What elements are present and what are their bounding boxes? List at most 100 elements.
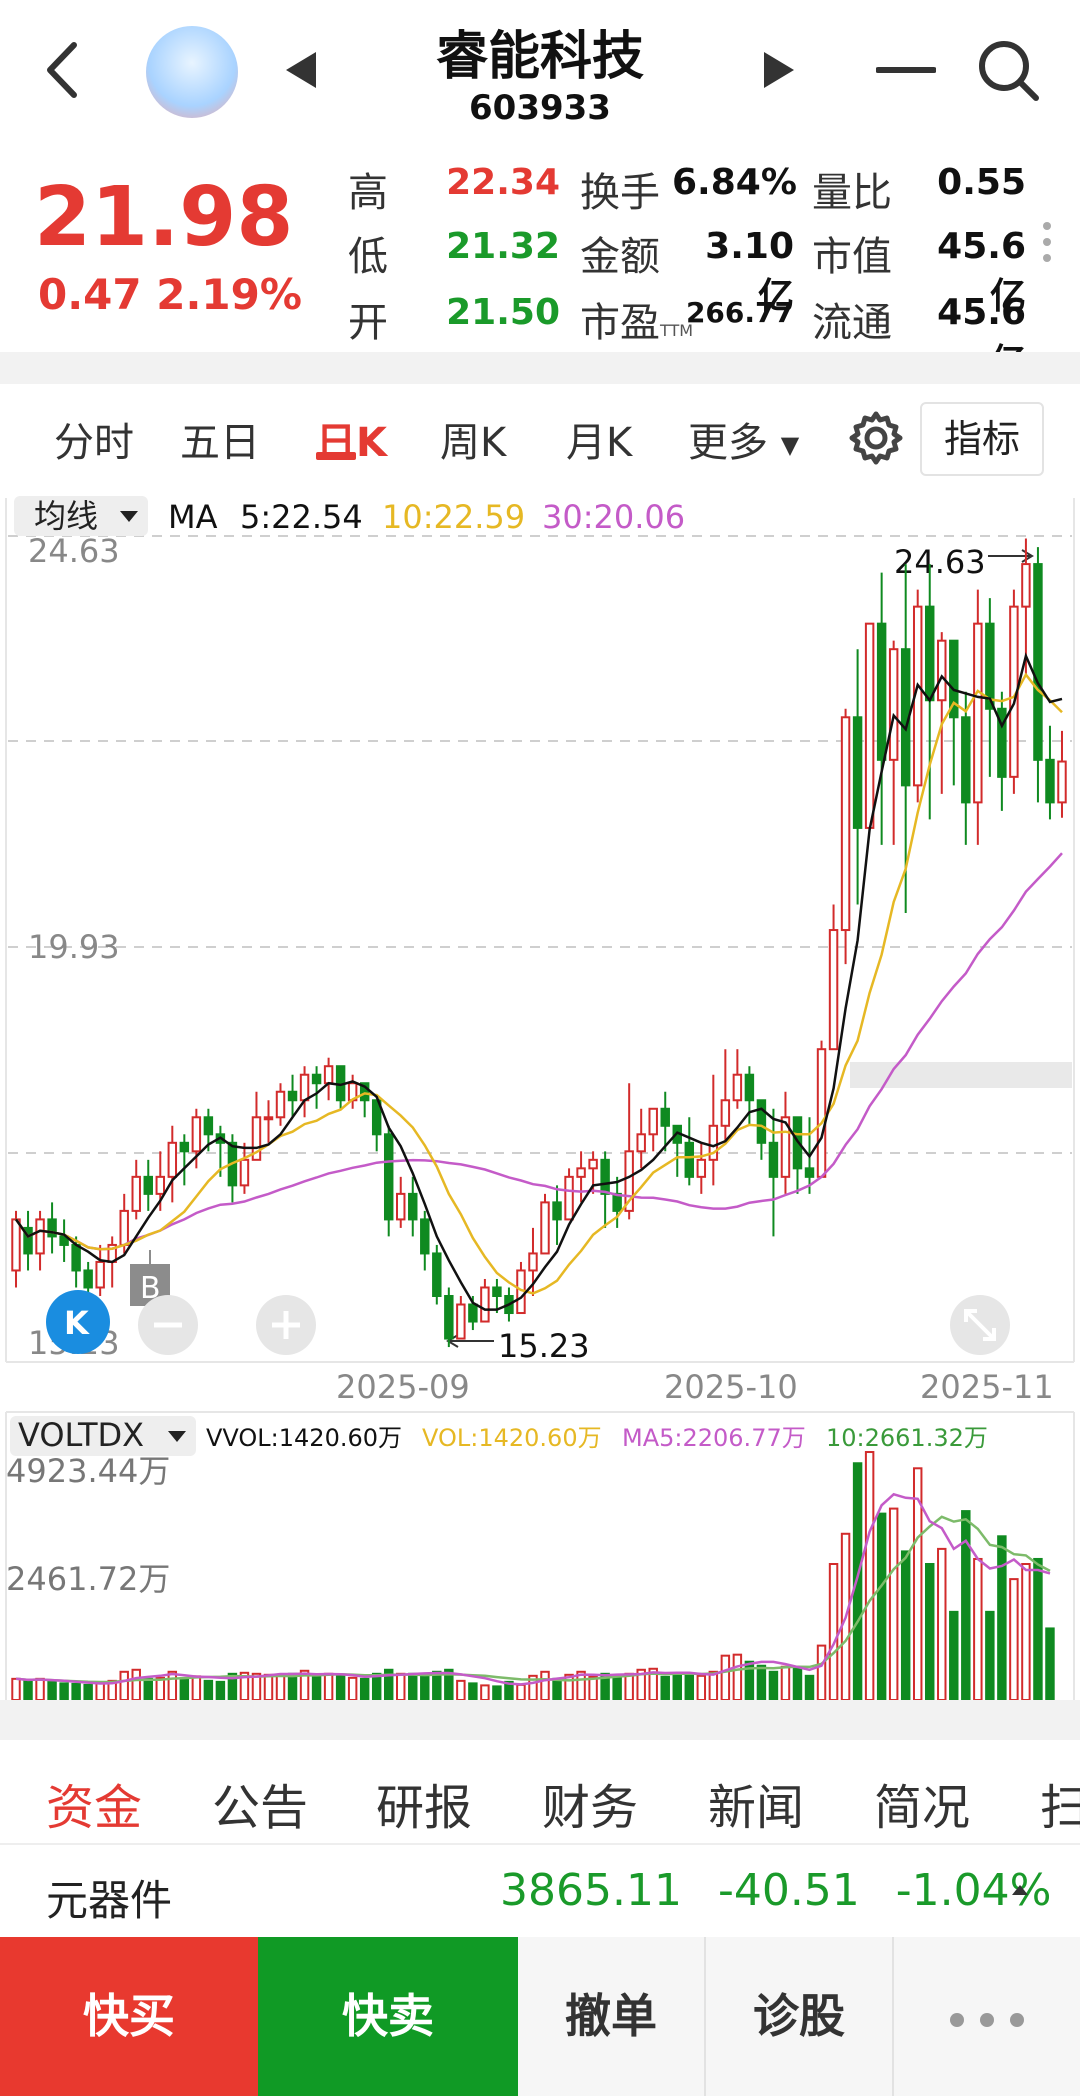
candle-down	[949, 639, 959, 719]
tab-monthly-k[interactable]: 月K	[566, 420, 633, 466]
candle-down	[684, 1141, 695, 1178]
volume-bar	[997, 1535, 1007, 1702]
tab-research[interactable]: 研报	[376, 1780, 473, 1836]
volume-bar	[780, 1665, 791, 1702]
price-band	[850, 1062, 1072, 1088]
candle-down	[432, 1252, 442, 1297]
vvol-value: VVOL:1420.60万	[206, 1424, 402, 1452]
candle-down	[660, 1107, 670, 1127]
volume-bar	[768, 1670, 779, 1702]
tab-five-day[interactable]: 五日	[180, 420, 260, 466]
volume-select[interactable]	[10, 1416, 196, 1456]
ma-select[interactable]	[14, 496, 148, 536]
stat-open-value: 21.50	[446, 292, 560, 333]
candle-up	[540, 1201, 550, 1255]
volume-bar	[600, 1672, 610, 1701]
volume-bar	[71, 1682, 81, 1702]
stock-name: 睿能科技	[435, 27, 644, 87]
candle-down	[311, 1073, 322, 1085]
next-stock-icon[interactable]	[760, 48, 800, 92]
volume-bar	[624, 1672, 634, 1701]
kline-chart[interactable]: 均线 MA 5:22.54 10:22.59 30:20.06 24.63 19…	[0, 494, 1080, 1704]
back-arrow-icon[interactable]	[38, 35, 88, 105]
volume-bar	[504, 1680, 514, 1701]
candle-down	[961, 716, 971, 804]
volume-bar	[684, 1672, 695, 1701]
ma5-value: 5:22.54	[240, 498, 363, 536]
volume-bar	[612, 1674, 622, 1701]
candle-up	[696, 1158, 707, 1178]
gear-icon[interactable]	[848, 410, 904, 466]
diagnose-stock-button[interactable]: 诊股	[706, 1937, 894, 2096]
buy-marker-label: B	[140, 1271, 161, 1306]
candle-up	[864, 622, 875, 829]
tab-finance[interactable]: 财务	[542, 1780, 639, 1836]
volume-bar	[864, 1451, 875, 1702]
quick-buy-button[interactable]: 快买	[0, 1937, 258, 2096]
sector-row[interactable]: 元器件 3865.11 -40.51 -1.04%	[0, 1843, 1080, 1937]
tab-weekly-k[interactable]: 周K	[440, 420, 507, 466]
volume-bar	[287, 1672, 298, 1701]
candle-down	[359, 1082, 370, 1102]
prev-stock-icon[interactable]	[280, 48, 320, 92]
quick-sell-button[interactable]: 快卖	[258, 1937, 518, 2096]
tab-minute[interactable]: 分时	[54, 420, 134, 466]
ma30-value: 30:20.06	[542, 498, 685, 536]
candle-down	[925, 605, 935, 702]
candle-down	[47, 1218, 57, 1238]
volume-bar	[396, 1672, 406, 1701]
candle-down	[383, 1133, 394, 1221]
stat-float-cap-label: 流通	[812, 300, 892, 346]
volume-bar	[468, 1682, 478, 1701]
tab-more[interactable]: 更多 ▼	[688, 420, 800, 466]
candle-down	[600, 1158, 610, 1195]
ma10-value: 10:22.59	[382, 498, 525, 536]
volume-bar	[696, 1674, 707, 1701]
volume-bar	[1033, 1557, 1043, 1702]
quote-panel: 21.98 0.47 2.19% 高 22.34 换手 6.84% 量比 0.5…	[0, 150, 1080, 383]
candle-down	[552, 1201, 562, 1221]
volume-bar	[1009, 1578, 1019, 1701]
volume-bar	[660, 1675, 670, 1702]
volume-bar	[636, 1668, 646, 1701]
candle-down	[468, 1303, 478, 1323]
more-vertical-icon[interactable]	[1040, 222, 1054, 270]
vol-ma10-value: 10:2661.32万	[826, 1424, 988, 1452]
candle-up	[155, 1175, 166, 1195]
volume-bar	[35, 1677, 45, 1702]
tab-capital[interactable]: 资金	[46, 1780, 143, 1836]
stock-avatar-icon[interactable]	[146, 26, 238, 118]
candle-up	[263, 1116, 274, 1121]
cancel-order-button[interactable]: 撤单	[518, 1937, 706, 2096]
candle-down	[768, 1141, 779, 1178]
k-logo-icon[interactable]	[46, 1290, 110, 1354]
min-price-label: 15.23	[498, 1327, 590, 1365]
sector-pct: -1.04%	[895, 1865, 1052, 1916]
candle-up	[840, 716, 851, 932]
tab-profile[interactable]: 简况	[874, 1780, 971, 1836]
candle-up	[828, 929, 839, 1051]
volume-bar	[203, 1679, 214, 1701]
volume-bar	[11, 1677, 21, 1702]
stat-volume-ratio-value: 0.55	[937, 162, 1026, 203]
candle-up	[648, 1107, 658, 1136]
indicator-button[interactable]: 指标	[920, 402, 1044, 476]
candle-up	[888, 648, 899, 761]
minimize-icon[interactable]	[876, 50, 936, 90]
search-icon[interactable]	[976, 38, 1040, 102]
caret-up-icon[interactable]	[1012, 1885, 1028, 1895]
candle-up	[576, 1167, 586, 1178]
more-horizontal-icon[interactable]	[894, 1937, 1080, 2096]
ma-label: MA	[168, 498, 218, 536]
candle-up	[167, 1141, 178, 1178]
tab-news[interactable]: 新闻	[708, 1780, 805, 1836]
candle-up	[973, 622, 983, 804]
candle-up	[937, 639, 947, 702]
tab-announcement[interactable]: 公告	[212, 1780, 309, 1836]
tab-scan[interactable]: 扫	[1040, 1780, 1080, 1836]
candle-down	[444, 1295, 454, 1340]
volume-bar	[888, 1507, 899, 1701]
candle-up	[456, 1303, 466, 1340]
info-tabs: 资金 公告 研报 财务 新闻 简况 扫	[0, 1740, 1080, 1840]
volume-bar	[1045, 1627, 1055, 1701]
